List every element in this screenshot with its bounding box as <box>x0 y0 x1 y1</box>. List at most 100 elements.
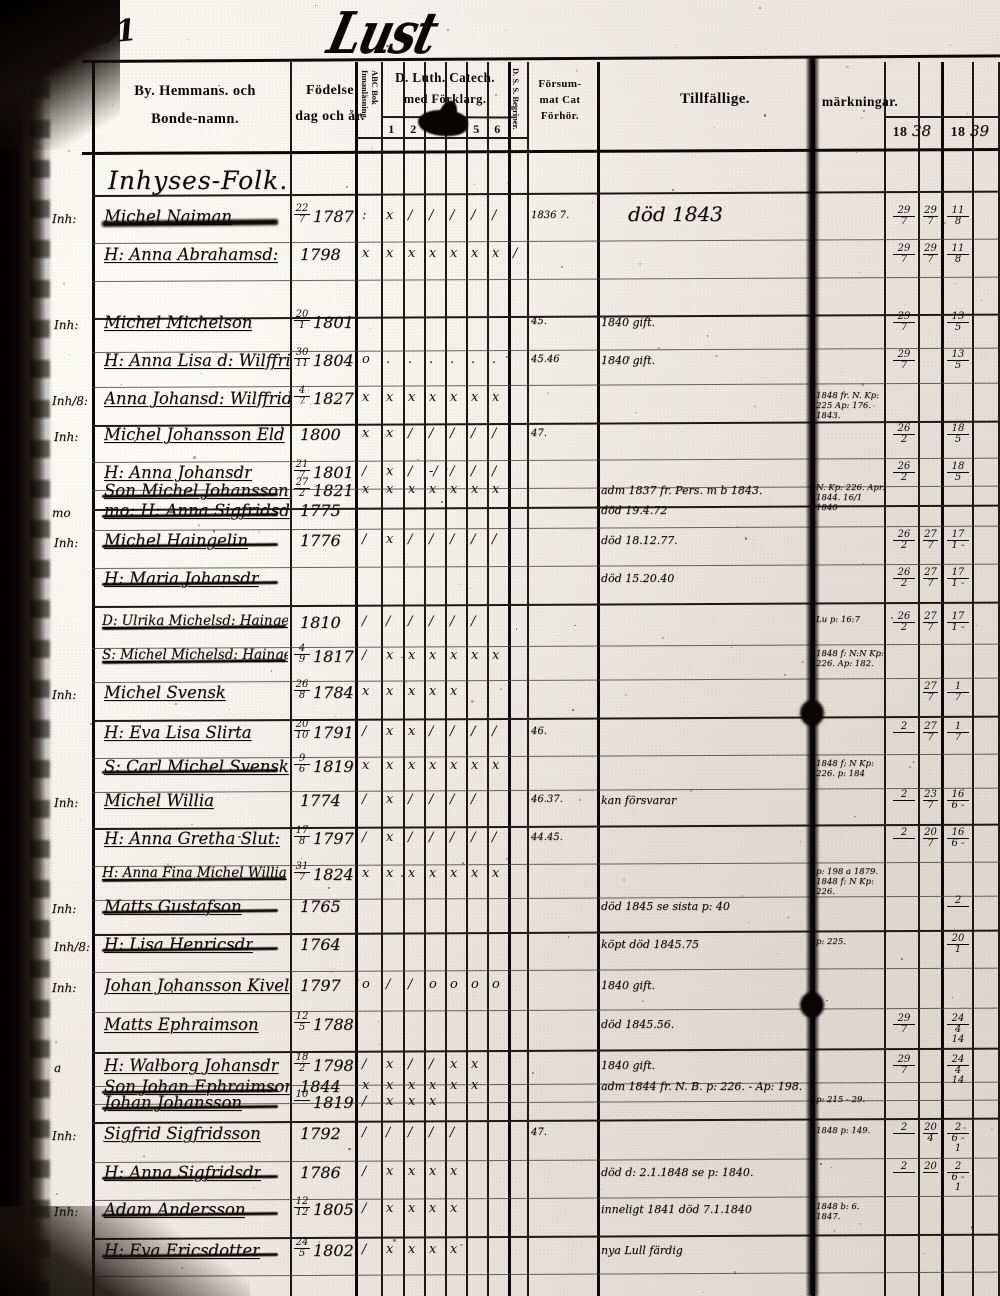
entry-check-mark: x <box>471 758 479 773</box>
col-header-year-right-value: 39 <box>970 122 990 140</box>
col-header-names-line2: Bonde-namn. <box>151 111 239 127</box>
entry-check-mark: x <box>386 830 394 845</box>
column-rule <box>381 62 383 1296</box>
scan-speck <box>487 808 490 810</box>
margin-status-label: Inh: <box>54 796 79 810</box>
scan-speck <box>193 456 196 459</box>
entry-check-mark: / <box>386 1125 391 1140</box>
entry-birth-daymonth: 22 7 <box>294 203 310 226</box>
scan-speck <box>229 709 231 710</box>
entry-check-mark: / <box>408 830 413 845</box>
entry-check-mark: / <box>429 208 434 223</box>
scan-speck <box>473 183 475 185</box>
entry-check-mark: / <box>429 426 434 441</box>
entry-check-mark: x <box>408 482 416 497</box>
entry-occasional-note: kan försvarar <box>601 794 677 807</box>
col-header-birth-line2: dag och år. <box>295 109 365 124</box>
entry-occasional-note: nya Lull färdig <box>601 1244 683 1257</box>
scan-speck <box>280 425 284 429</box>
scan-speck <box>196 399 199 402</box>
entry-attendance-date: 17 1 - <box>947 529 969 551</box>
entry-neglected-exam: 47. <box>531 428 547 439</box>
margin-status-label: Inh: <box>54 536 79 550</box>
column-rule <box>941 62 944 1296</box>
entry-attendance-date: 20 4 <box>923 1122 938 1145</box>
entry-check-mark: / <box>450 426 455 441</box>
scan-speck <box>759 6 762 9</box>
entry-check-mark: / <box>408 792 413 807</box>
entry-check-mark: x <box>429 648 437 663</box>
entry-occasional-note: 1840 gift. <box>601 1059 656 1072</box>
scan-speck <box>579 799 581 801</box>
col-header-neglected-line2: mat Cat <box>539 94 581 106</box>
scan-speck <box>186 38 189 41</box>
entry-birth-daymonth: 17 8 <box>294 825 310 848</box>
entry-check-mark: / <box>471 614 476 629</box>
entry-birth-year: 1776 <box>300 531 341 550</box>
entry-check-mark: / <box>408 208 413 223</box>
scan-speck <box>345 185 348 188</box>
entry-check-mark: / <box>471 464 476 479</box>
entry-check-mark: x <box>408 1201 416 1216</box>
scan-speck <box>722 1049 724 1052</box>
scan-speck <box>943 221 946 224</box>
scan-speck <box>223 586 225 588</box>
entry-birth-year: 1800 <box>300 425 341 444</box>
scan-speck <box>67 149 71 153</box>
scan-speck <box>371 147 373 149</box>
entry-check-mark: x <box>429 758 437 773</box>
entry-check-mark: x <box>492 866 500 881</box>
scan-speck <box>963 1126 966 1130</box>
column-rule <box>445 62 447 1296</box>
scan-speck <box>862 383 865 386</box>
scan-speck <box>318 1240 321 1243</box>
entry-check-mark: x <box>450 1201 458 1216</box>
scan-speck <box>741 895 744 897</box>
entry-check-mark: o <box>362 352 370 367</box>
scan-speck <box>954 772 956 774</box>
entry-check-mark: x <box>386 390 394 405</box>
scan-speck <box>441 501 443 503</box>
scan-speck <box>981 299 983 301</box>
entry-attendance-date: 18 5 <box>947 423 969 445</box>
entry-check-mark: x <box>471 482 479 497</box>
entry-check-mark: / <box>362 532 367 547</box>
entry-check-mark: . <box>429 352 434 367</box>
scan-speck <box>891 617 894 620</box>
scan-speck <box>457 566 460 568</box>
scan-speck <box>583 856 585 858</box>
scan-speck <box>292 906 293 907</box>
entry-check-mark: o <box>450 977 458 992</box>
entry-check-mark: / <box>386 614 391 629</box>
entry-remark-note: N. Kp: 226. Apr. 1844. 16/1 1840 <box>816 483 885 513</box>
scan-speck <box>654 506 657 508</box>
entry-check-mark: x <box>471 648 479 663</box>
col-header-begriper: D. S. S. Begriper. <box>511 68 521 130</box>
scan-speck <box>170 990 174 993</box>
entry-name: H: Eva Lisa Slirta <box>104 723 252 742</box>
col-header-remarks: märkningar. <box>821 94 899 109</box>
entry-remark-note: Lu p: 16:7 <box>816 615 860 625</box>
entry-occasional-note: inneligt 1841 död 7.1.1840 <box>601 1203 752 1216</box>
scan-speck <box>912 148 913 150</box>
entry-check-mark: / <box>408 532 413 547</box>
entry-check-mark: x <box>450 390 458 405</box>
scan-speck <box>515 628 518 630</box>
scan-speck <box>499 688 502 691</box>
entry-check-mark: x <box>450 648 458 663</box>
entry-occasional-note: död 1845 se sista p: 40 <box>601 900 730 913</box>
margin-status-label: Inh: <box>54 430 79 444</box>
entry-check-mark: x <box>386 1164 394 1179</box>
scan-speck <box>864 668 866 669</box>
column-rule <box>424 62 426 1296</box>
entry-check-mark: x <box>362 246 370 261</box>
binding-blob-2 <box>800 992 824 1018</box>
entry-birth-year: 1804 <box>313 351 354 370</box>
margin-status-label: Inh: <box>52 1129 77 1143</box>
scan-speck <box>715 355 718 358</box>
scan-speck <box>504 29 507 32</box>
scan-speck <box>736 526 738 527</box>
entry-check-mark: x <box>408 866 416 881</box>
entry-check-mark: x <box>408 1078 416 1093</box>
